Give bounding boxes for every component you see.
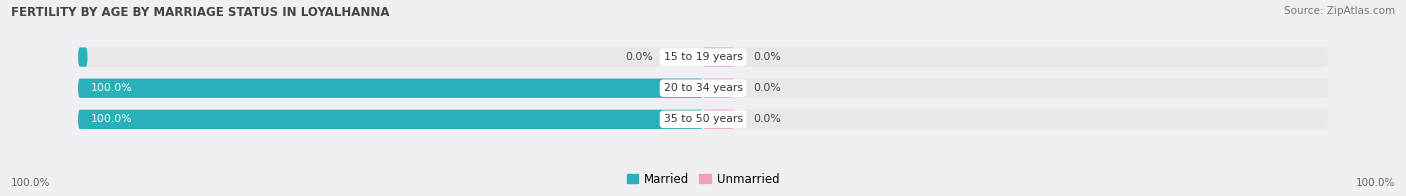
- FancyBboxPatch shape: [703, 79, 734, 98]
- Text: 15 to 19 years: 15 to 19 years: [664, 52, 742, 62]
- Text: 100.0%: 100.0%: [11, 178, 51, 188]
- Text: 100.0%: 100.0%: [1355, 178, 1395, 188]
- Legend: Married, Unmarried: Married, Unmarried: [621, 168, 785, 190]
- FancyBboxPatch shape: [703, 110, 734, 129]
- Text: 100.0%: 100.0%: [90, 83, 132, 93]
- FancyBboxPatch shape: [703, 47, 734, 67]
- FancyBboxPatch shape: [79, 110, 703, 129]
- Text: 100.0%: 100.0%: [90, 114, 132, 124]
- Text: 35 to 50 years: 35 to 50 years: [664, 114, 742, 124]
- Text: Source: ZipAtlas.com: Source: ZipAtlas.com: [1284, 6, 1395, 16]
- FancyBboxPatch shape: [79, 47, 87, 67]
- Text: 0.0%: 0.0%: [754, 83, 780, 93]
- FancyBboxPatch shape: [79, 110, 1327, 129]
- FancyBboxPatch shape: [79, 47, 1327, 67]
- Text: 20 to 34 years: 20 to 34 years: [664, 83, 742, 93]
- Text: 0.0%: 0.0%: [754, 114, 780, 124]
- Text: 0.0%: 0.0%: [626, 52, 652, 62]
- FancyBboxPatch shape: [79, 79, 703, 98]
- Text: FERTILITY BY AGE BY MARRIAGE STATUS IN LOYALHANNA: FERTILITY BY AGE BY MARRIAGE STATUS IN L…: [11, 6, 389, 19]
- Text: 0.0%: 0.0%: [754, 52, 780, 62]
- FancyBboxPatch shape: [79, 79, 1327, 98]
